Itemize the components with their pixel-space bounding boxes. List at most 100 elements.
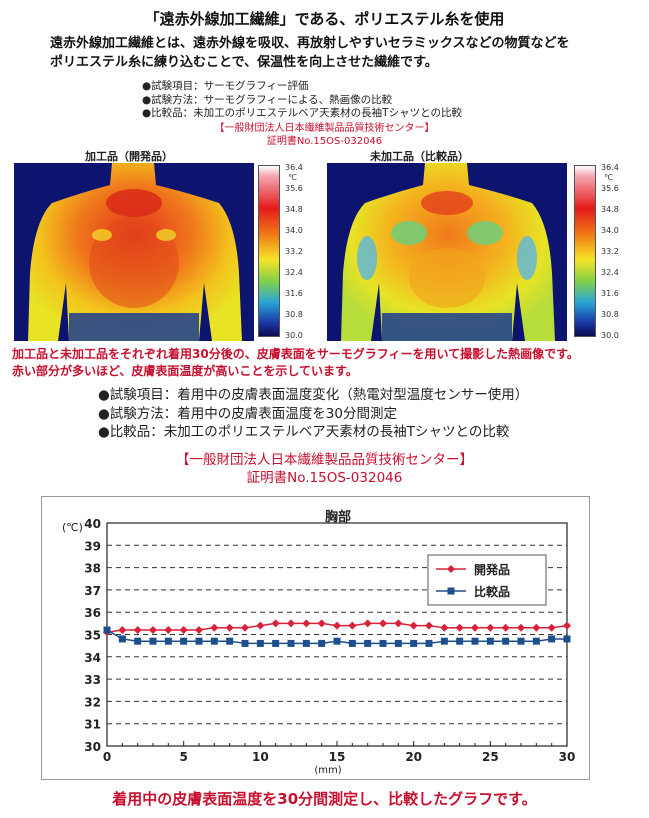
y-tick-label: 37 [84,584,101,598]
scale-tick: 35.6 [285,184,303,193]
data-point [456,637,464,645]
intro-text: 遠赤外線加工繊維とは、遠赤外線を吸収、再放射しやすいセラミックスなどの物質などを… [50,34,610,72]
data-point [410,639,418,647]
certificate-number: 証明書No.15OS-032046 [266,135,383,147]
data-point [241,639,249,647]
x-tick-label: 20 [405,750,422,764]
thermo-note: 加工品と未加工品をそれぞれ着用30分後の、皮膚表面をサーモグラフィーを用いて撮影… [12,346,642,380]
scale-tick: 34.8 [601,205,619,214]
thermo-note-line-2: 赤い部分が多いほど、皮膚表面温度が高いことを示しています。 [12,364,358,378]
data-point [333,621,341,630]
data-point [318,639,326,647]
data-point [409,621,418,630]
chart-x-unit: (mm) [314,765,341,776]
data-point [287,619,295,628]
data-point [241,623,249,632]
data-point [149,637,157,645]
y-tick-label: 38 [84,562,101,576]
chart-y-unit: (℃) [62,521,83,534]
x-tick-label: 0 [103,750,111,764]
data-point [547,623,556,632]
data-point [149,626,157,635]
certificate-number: 証明書No.15OS-032046 [246,470,403,486]
thermo-note-line-1: 加工品と未加工品をそれぞれ着用30分後の、皮膚表面をサーモグラフィーを用いて撮影… [12,347,579,361]
data-point [440,637,448,645]
data-point [134,637,142,645]
data-point [532,637,540,645]
data-point [195,626,203,635]
data-point [164,637,172,645]
data-point [455,623,464,632]
legend-label: 比較品 [474,584,510,599]
legend-label: 開発品 [474,562,510,577]
data-point [486,623,495,632]
intro-line-2: ポリエステル糸に練り込むことで、保温性を向上させた繊維です。 [50,55,438,70]
y-tick-label: 35 [84,629,101,643]
y-tick-label: 32 [84,695,101,709]
scale-tick: 30.8 [285,310,303,319]
data-point [363,619,372,628]
scale-tick: 36.4 [285,163,303,172]
thermo-test-item: ●試験方法：サーモグラフィーによる、熱画像の比較 [142,93,393,106]
data-point [348,621,357,630]
data-point [440,623,449,632]
scale-unit: ℃ [288,173,297,182]
data-point [317,619,326,628]
temp-test-list: ●試験項目：着用中の皮膚表面温度変化（熱電対型温度センサー使用） ●試験方法：着… [98,386,528,442]
scale-tick: 30.8 [601,310,619,319]
chart-frame: 胸部 (℃) (mm) 30 31 32 33 34 35 36 37 38 39 40 0 5 10 15… [41,496,590,780]
temp-test-item: ●試験項目：着用中の皮膚表面温度変化（熱電対型温度センサー使用） [98,387,529,403]
chart-title: 胸部 [325,509,351,525]
scale-unit: ℃ [604,173,613,182]
scale-tick: 35.6 [601,184,619,193]
data-point [517,637,525,645]
x-tick-label: 30 [559,750,576,764]
data-point [195,637,203,645]
data-point [333,637,341,645]
data-point [563,635,571,643]
data-point [563,621,571,630]
data-point [256,621,265,630]
data-point [133,626,142,635]
data-point [271,619,280,628]
x-tick-label: 5 [179,750,187,764]
y-tick-label: 31 [84,718,101,732]
data-point [501,623,510,632]
left-thermo-caption: 加工品（開発品） [85,150,173,163]
data-point [532,623,541,632]
data-point [394,619,403,628]
thermo-certificate: 【一般財団法人日本繊維製品品質技術センター】 証明書No.15OS-032046 [0,123,649,148]
certificate-org: 【一般財団法人日本繊維製品品質技術センター】 [176,452,473,468]
legend-marker [447,587,455,595]
scale-tick: 30.0 [601,331,619,340]
temp-test-item: ●比較品：未加工のポリエステルベア天素材の長袖Tシャツとの比較 [98,424,510,440]
data-point [379,619,387,628]
data-point [180,637,188,645]
y-tick-label: 39 [84,539,101,553]
scale-tick: 30.0 [285,331,303,340]
chart-caption: 着用中の皮膚表面温度を30分間測定し、比較したグラフです。 [112,790,537,808]
scale-tick: 34.0 [601,226,619,235]
data-point [103,626,111,634]
y-tick-label: 36 [84,606,101,620]
legend-marker [447,565,455,573]
data-point [302,619,311,628]
data-point [302,639,310,647]
scale-tick: 32.4 [285,268,303,277]
scale-tick: 36.4 [601,163,619,172]
data-point [225,623,234,632]
data-point [179,626,188,635]
data-point [425,621,433,630]
data-point [164,626,173,635]
scale-tick: 33.2 [601,247,619,256]
y-tick-label: 34 [84,651,101,665]
y-tick-label: 33 [84,673,101,687]
thermal-image-developed [14,163,254,341]
color-scale-left: 36.4 ℃ 35.6 34.8 34.0 33.2 32.4 31.6 30.… [258,163,318,340]
data-point [502,637,510,645]
data-point [471,623,479,632]
data-point [364,639,372,647]
certificate-org: 【一般財団法人日本繊維製品品質技術センター】 [214,123,435,134]
scale-tick: 31.6 [285,289,303,298]
x-tick-label: 15 [329,750,346,764]
